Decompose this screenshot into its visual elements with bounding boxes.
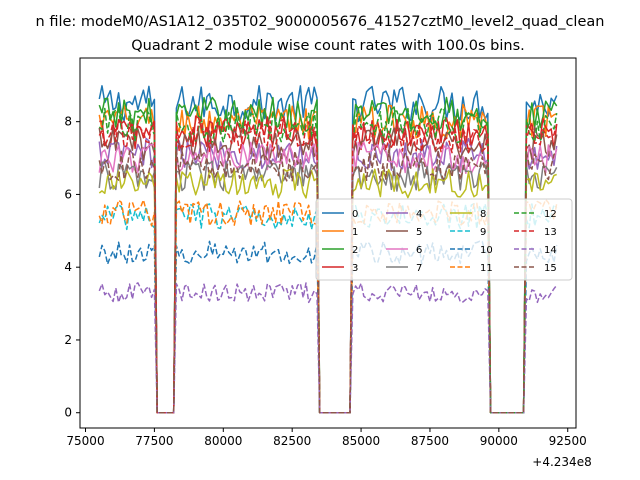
legend-label-12: 12 [544, 209, 557, 220]
legend-label-5: 5 [416, 227, 422, 238]
legend-box [315, 198, 573, 281]
y-axis: 0 2 4 6 8 [64, 115, 80, 420]
y-tick-label: 2 [64, 333, 72, 347]
plot-area [98, 84, 558, 414]
legend-label-7: 7 [416, 263, 422, 274]
legend-label-2: 2 [352, 245, 358, 256]
chart-title: Quadrant 2 module wise count rates with … [131, 38, 525, 54]
y-tick-label: 6 [64, 187, 72, 201]
legend-label-8: 8 [480, 209, 486, 220]
x-tick-label: 85000 [342, 434, 380, 448]
x-tick-label: 77500 [135, 434, 173, 448]
y-tick-label: 0 [64, 406, 72, 420]
x-tick-label: 92500 [549, 434, 587, 448]
x-tick-label: 80000 [204, 434, 242, 448]
series-line-15 [98, 149, 557, 414]
legend-label-1: 1 [352, 227, 358, 238]
legend-label-11: 11 [480, 263, 493, 274]
series-line-13 [98, 118, 558, 414]
legend-label-4: 4 [416, 209, 422, 220]
legend-label-13: 13 [544, 227, 557, 238]
legend-label-9: 9 [480, 227, 486, 238]
series-line-12 [98, 107, 558, 414]
chart-suptitle: n file: modeM0/AS1A12_035T02_9000005676_… [36, 14, 605, 30]
x-tick-label: 90000 [480, 434, 518, 448]
legend-label-3: 3 [352, 263, 358, 274]
y-tick-label: 8 [64, 115, 72, 129]
legend-label-10: 10 [480, 245, 493, 256]
legend-label-6: 6 [416, 245, 422, 256]
legend-label-0: 0 [352, 209, 358, 220]
x-tick-label: 82500 [273, 434, 311, 448]
x-tick-label: 75000 [66, 434, 104, 448]
x-axis: 75000 77500 80000 82500 85000 87500 90000 92500 [66, 428, 587, 448]
x-offset-label: +4.234e8 [532, 455, 591, 469]
x-tick-label: 87500 [411, 434, 449, 448]
legend-label-15: 15 [544, 263, 557, 274]
axes-frame [79, 57, 577, 429]
legend-label-14: 14 [544, 245, 557, 256]
y-tick-label: 4 [64, 260, 72, 274]
